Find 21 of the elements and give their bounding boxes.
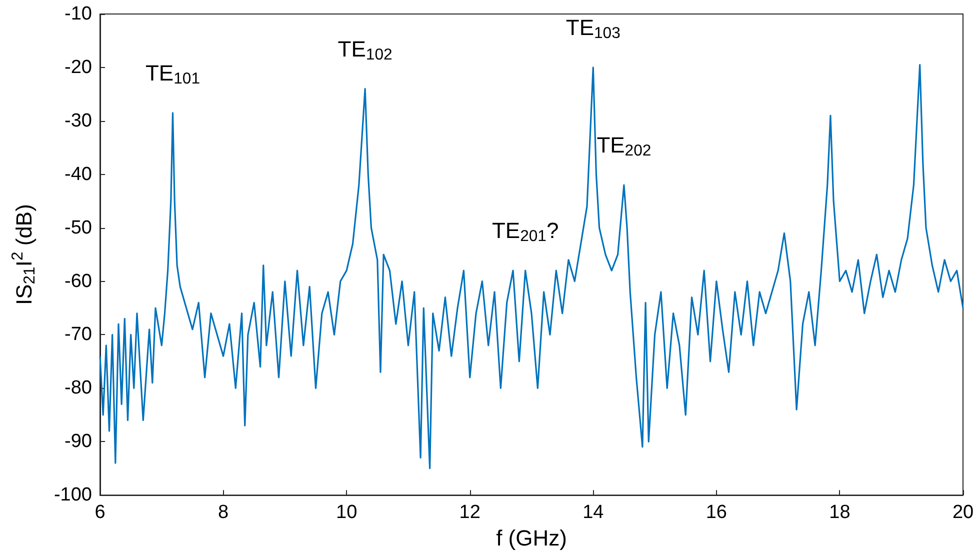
x-tick-label: 18 [829,502,850,524]
x-tick-label: 14 [582,502,604,524]
y-tick-label: -50 [64,217,92,238]
y-tick-label: -20 [64,56,92,78]
y-tick-label: -90 [64,431,92,452]
y-tick-label: -30 [64,110,92,132]
x-tick-label: 6 [94,502,106,524]
x-tick-label: 20 [952,502,974,524]
y-tick-label: -10 [64,4,92,24]
y-tick-label: -40 [64,164,92,185]
y-axis-title: IS21I2 (dB) [9,204,38,306]
x-tick-label: 12 [459,502,480,524]
y-tick-label: -80 [64,378,92,399]
x-tick-label: 8 [218,502,229,524]
line-series [99,64,964,470]
y-tick-label: -60 [64,270,92,292]
y-tick-label: -100 [54,484,92,506]
x-axis-title: f (GHz) [496,526,567,550]
y-tick-label: -70 [64,324,92,346]
x-tick-label: 16 [706,502,727,524]
x-tick-label: 10 [336,502,358,524]
